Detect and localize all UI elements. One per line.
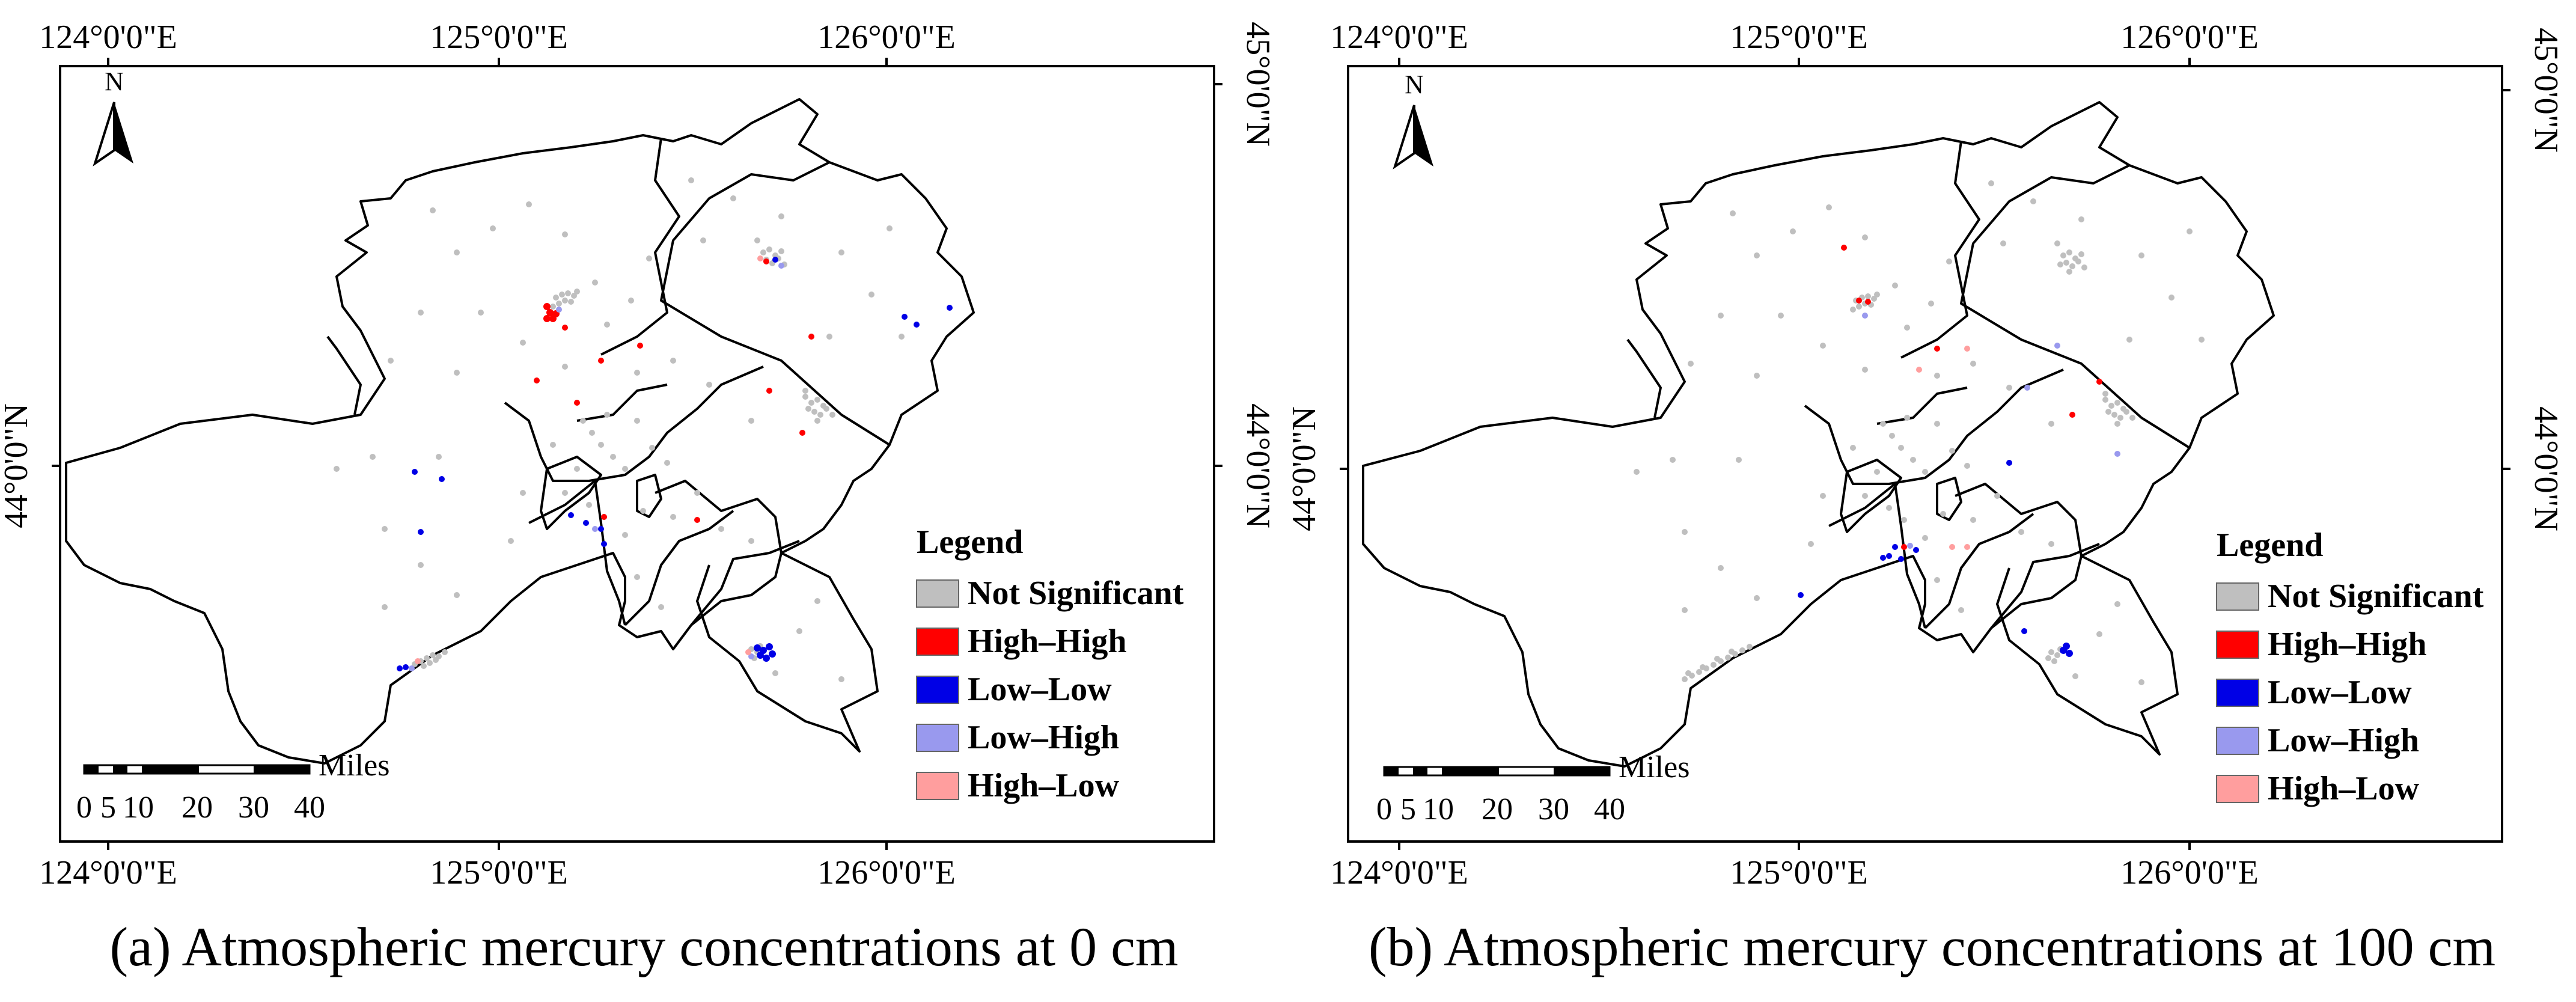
top-lon-label-0: 124°0'0"E — [1330, 19, 1468, 56]
legend-swatches — [2216, 582, 2259, 803]
right-lat-label-1: 44°0'0"N — [2527, 406, 2565, 531]
scale-tick-20: 20 — [182, 790, 213, 825]
scale-tick-40: 40 — [294, 790, 325, 825]
left-lat-label-0: 44°0'0"N — [1288, 406, 1323, 531]
points-high-low — [1916, 346, 1970, 550]
top-lon-label-0: 124°0'0"E — [39, 19, 177, 56]
graticule-ticks — [1340, 58, 2510, 850]
legend-title: Legend — [2217, 527, 2323, 564]
scale-tick-20: 20 — [1482, 792, 1513, 826]
legend-swatch-not-significant — [2216, 582, 2259, 611]
north-arrow-icon — [93, 102, 133, 166]
map-a: 124°0'0"E 125°0'0"E 126°0'0"E 124°0'0"E … — [0, 19, 1277, 891]
legend-swatch-low-high — [2216, 727, 2259, 755]
points-not-significant — [1634, 180, 2205, 685]
legend-label-low-high: Low–High — [968, 719, 1119, 756]
legend-title: Legend — [917, 524, 1023, 561]
panel-b: 124°0'0"E 125°0'0"E 126°0'0"E 124°0'0"E … — [1288, 0, 2576, 1002]
bottom-lon-label-2: 126°0'0"E — [2120, 854, 2259, 891]
district-boundaries — [1362, 101, 2275, 768]
legend-swatch-not-significant — [916, 579, 959, 608]
legend-label-high-low: High–Low — [968, 767, 1120, 804]
points-high-low — [415, 255, 763, 664]
bottom-lon-label-0: 124°0'0"E — [39, 854, 177, 891]
map-b: 124°0'0"E 125°0'0"E 126°0'0"E 124°0'0"E … — [1288, 19, 2565, 891]
points-low-high — [409, 263, 784, 671]
points-low-low — [397, 257, 953, 671]
bottom-lon-label-1: 125°0'0"E — [1730, 854, 1868, 891]
scale-tick-30: 30 — [1538, 792, 1569, 826]
legend-swatch-high-low — [2216, 775, 2259, 803]
bottom-lon-label-1: 125°0'0"E — [430, 854, 568, 891]
legend-swatch-high-high — [916, 628, 959, 656]
legend-label-high-high: High–High — [968, 623, 1127, 660]
points-low-high — [1862, 313, 2120, 549]
top-lon-label-1: 125°0'0"E — [1730, 19, 1868, 56]
left-lat-label-0: 44°0'0"N — [0, 403, 35, 528]
legend-swatch-low-low — [2216, 679, 2259, 707]
legend-label-not-significant: Not Significant — [2268, 578, 2484, 615]
scale-unit-label: Miles — [1619, 750, 1689, 784]
points-not-significant — [334, 177, 905, 682]
map-frame — [59, 65, 1215, 843]
points-high-high — [534, 258, 814, 523]
scale-tick-5: 5 — [1400, 792, 1416, 826]
points-low-low — [1798, 460, 2073, 657]
legend-label-high-high: High–High — [2268, 626, 2427, 663]
scale-tick-5: 5 — [100, 790, 116, 825]
legend-swatch-low-high — [916, 724, 959, 752]
panel-a: 124°0'0"E 125°0'0"E 126°0'0"E 124°0'0"E … — [0, 19, 1277, 977]
scale-tick-10: 10 — [1423, 792, 1454, 826]
legend-swatch-low-low — [916, 676, 959, 704]
panel-caption: (a) Atmospheric mercury concentrations a… — [109, 916, 1179, 977]
scale-bar — [83, 764, 311, 775]
bottom-lon-label-2: 126°0'0"E — [817, 854, 956, 891]
scale-tick-30: 30 — [238, 790, 269, 825]
right-lat-label-1: 44°0'0"N — [1239, 403, 1277, 528]
legend-swatches — [916, 579, 959, 800]
scale-unit-label: Miles — [319, 748, 389, 783]
scale-tick-0: 0 — [76, 790, 92, 825]
scale-bar — [1383, 766, 1611, 777]
bottom-lon-label-0: 124°0'0"E — [1330, 854, 1468, 891]
legend-label-low-low: Low–Low — [968, 671, 1112, 708]
map-frame — [1347, 65, 2503, 843]
scale-tick-0: 0 — [1376, 792, 1392, 826]
north-arrow-icon — [1393, 105, 1433, 170]
graticule-ticks — [52, 58, 1222, 850]
scale-tick-10: 10 — [123, 790, 154, 825]
legend-label-low-high: Low–High — [2268, 722, 2419, 759]
legend-swatch-high-low — [916, 772, 959, 800]
legend-label-low-low: Low–Low — [2268, 674, 2412, 711]
top-lon-label-2: 126°0'0"E — [2120, 19, 2259, 56]
legend-label-high-low: High–Low — [2268, 770, 2420, 807]
scale-tick-40: 40 — [1594, 792, 1625, 826]
legend-label-not-significant: Not Significant — [968, 575, 1184, 612]
panel-caption: (b) Atmospheric mercury concentrations a… — [1368, 916, 2496, 977]
right-lat-label-0: 45°0'0"N — [1239, 22, 1277, 147]
top-lon-label-1: 125°0'0"E — [430, 19, 568, 56]
legend-swatch-high-high — [2216, 631, 2259, 659]
district-boundaries — [65, 98, 975, 765]
north-label: N — [1405, 70, 1424, 99]
north-label: N — [105, 67, 124, 96]
top-lon-label-2: 126°0'0"E — [817, 19, 956, 56]
right-lat-label-0: 45°0'0"N — [2527, 28, 2565, 153]
points-high-high — [1841, 245, 2102, 550]
